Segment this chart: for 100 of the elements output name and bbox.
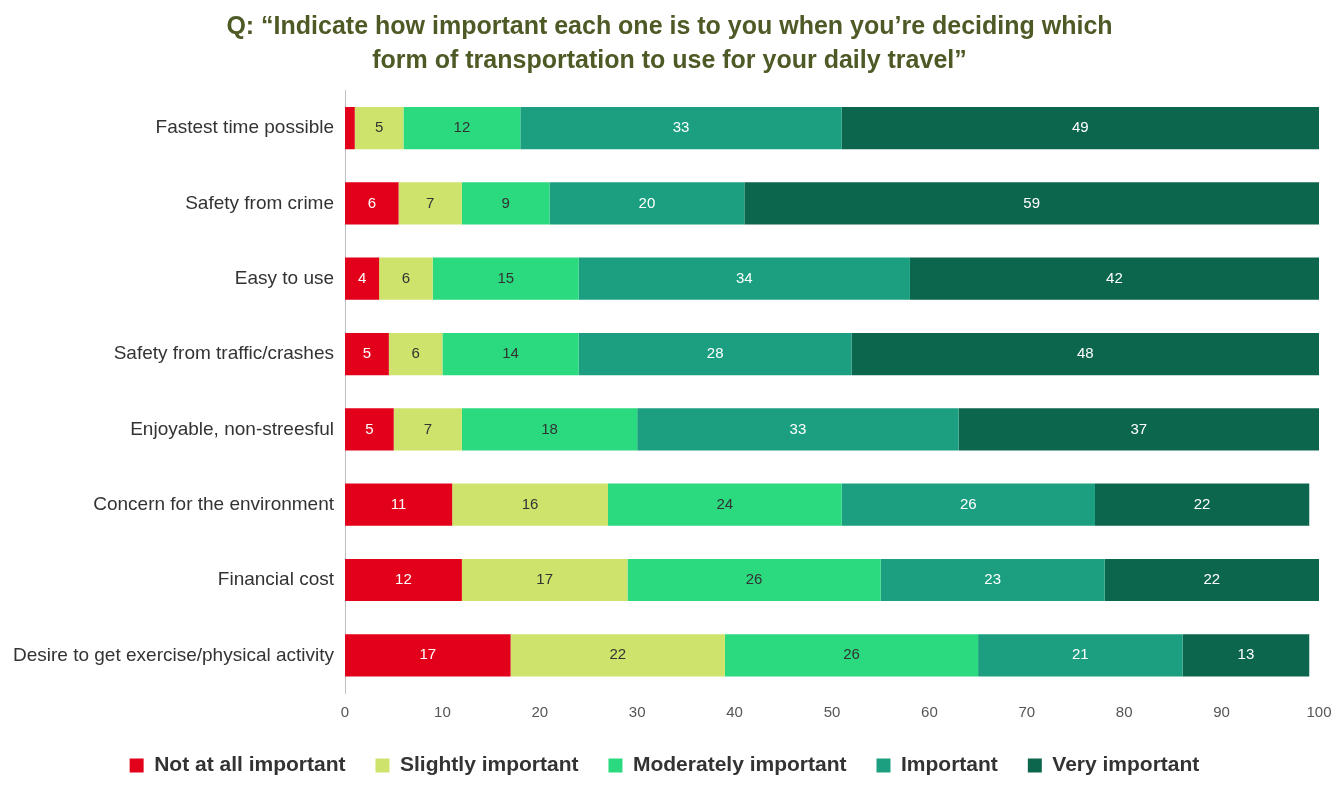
bar [1104,558,1319,602]
bar [958,408,1319,451]
x-tick-label: 20 [531,703,549,721]
bar [345,634,511,677]
x-tick-label: 10 [434,703,451,721]
data-label: 16 [521,494,539,512]
y-tick-label: Enjoyable, non-streesful [130,417,335,439]
bar [637,408,959,451]
x-tick-label: 100 [1306,703,1332,721]
data-label: 18 [541,419,558,437]
data-label: 6 [367,193,376,211]
x-tick-label: 80 [1115,703,1133,721]
data-label: 48 [1076,344,1094,362]
data-label: 21 [1072,645,1089,663]
bar [909,257,1319,300]
bar [1094,483,1310,526]
bar [461,408,638,451]
bar [461,558,628,602]
bar [978,634,1183,677]
data-label: 28 [706,344,724,362]
bar [345,332,389,376]
data-label: 12 [453,118,471,136]
data-label: 34 [736,268,753,286]
bar [461,182,550,225]
legend-label: Important [901,752,998,776]
x-tick-label: 90 [1213,703,1230,721]
data-label: 5 [362,344,372,362]
data-label: 14 [502,344,519,362]
x-tick-label: 0 [340,703,350,721]
bar [345,182,399,225]
bar [345,483,453,526]
legend-label: Very important [1052,752,1200,776]
data-label: 5 [374,118,384,136]
data-label: 6 [401,268,411,286]
data-label: 22 [609,645,627,663]
bar [549,182,745,225]
bar [398,182,462,225]
bar [744,182,1319,225]
legend-label: Slightly important [399,752,579,776]
bar [345,408,394,451]
data-label: 9 [501,193,510,211]
bar [1182,634,1310,677]
data-label: 49 [1072,118,1089,136]
y-tick-label: Desire to get exercise/physical activity [13,643,335,665]
bar [393,408,462,451]
data-label: 37 [1130,419,1148,437]
y-tick-label: Easy to use [234,266,335,288]
data-label: 42 [1106,268,1123,286]
legend-label: Moderately important [632,752,847,776]
bar [510,634,725,677]
legend-label: Not at all important [154,752,346,776]
y-tick-label: Safety from traffic/crashes [113,342,335,364]
bar [880,558,1105,602]
chart-title: Q: “Indicate how important each one is to you when you’re deciding which form of transportation to use for your daily travel” [225,10,1114,75]
bar [578,332,852,376]
data-label: 15 [497,268,515,286]
x-tick-label: 60 [921,703,938,721]
bar [724,634,979,677]
y-tick-label: Concern for the environment [93,492,335,514]
data-label: 26 [843,645,860,663]
bar [442,332,579,376]
bar [851,332,1319,376]
bar [354,106,404,150]
data-label: 22 [1193,494,1211,512]
data-label: 5 [365,419,374,437]
bar [432,257,579,300]
bar [841,106,1319,150]
data-label: 33 [789,419,807,437]
data-label: 23 [984,570,1002,588]
x-tick-label: 50 [823,703,841,721]
bar [403,106,521,150]
data-label: 7 [423,419,432,437]
data-label: 4 [357,268,367,286]
bar [345,106,355,150]
data-label: 20 [638,193,656,211]
data-label: 24 [716,494,734,512]
data-label: 12 [395,570,412,588]
data-label: 13 [1237,645,1255,663]
data-label: 22 [1203,570,1221,588]
y-tick-label: Fastest time possible [155,116,335,138]
data-label: 7 [426,193,435,211]
data-label: 59 [1023,193,1041,211]
bar [388,332,443,376]
y-tick-label: Financial cost [217,568,335,590]
bar [379,257,433,300]
data-label: 11 [390,494,407,512]
bar [578,257,910,300]
data-label: 26 [960,494,977,512]
data-label: 17 [419,645,437,663]
data-label: 6 [411,344,420,362]
bar [607,483,842,526]
bar [627,558,881,602]
bar [520,106,842,150]
y-tick-label: Safety from crime [185,191,335,213]
bar [452,483,608,526]
x-tick-label: 70 [1018,703,1036,721]
bar [345,558,462,602]
x-tick-label: 40 [726,703,743,721]
x-tick-label: 30 [628,703,646,721]
bar [841,483,1095,526]
